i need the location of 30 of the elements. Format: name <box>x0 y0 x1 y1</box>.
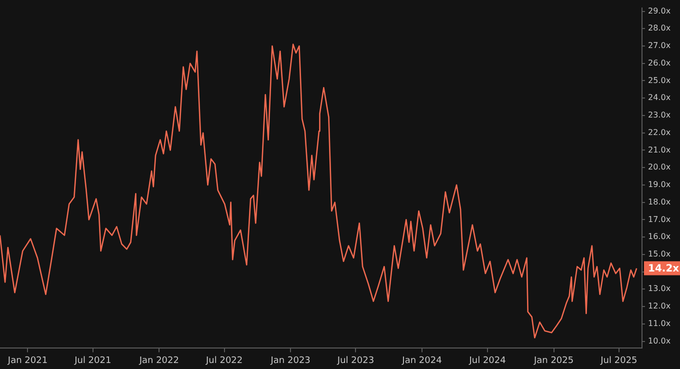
x-tick-label: Jul 2024 <box>468 356 506 366</box>
y-tick-label: 28.0x <box>648 24 671 33</box>
y-tick-label: 19.0x <box>648 180 671 190</box>
x-tick-label: Jan 2023 <box>270 356 310 366</box>
y-tick-label: 18.0x <box>648 197 671 206</box>
x-tick-label: Jul 2021 <box>74 356 112 366</box>
y-tick-label: 13.0x <box>648 284 671 294</box>
annotation: 14.2x <box>648 263 680 274</box>
y-tick-label: 22.0x <box>648 128 671 137</box>
y-tick-label: 24.0x <box>648 93 671 102</box>
x-tick-label: Jul 2025 <box>600 356 638 366</box>
y-tick-label: 26.0x <box>648 58 671 68</box>
y-tick-label: 23.0x <box>648 110 671 120</box>
y-tick-label: 25.0x <box>648 76 671 85</box>
x-tick-label: Jul 2022 <box>205 356 243 366</box>
x-tick-label: Jan 2025 <box>532 356 574 366</box>
y-tick-label: 20.0x <box>648 162 671 172</box>
x-tick-label: Jan 2024 <box>401 356 442 366</box>
x-tick-label: Jan 2022 <box>138 356 179 366</box>
y-tick-label: 16.0x <box>648 232 671 242</box>
x-tick-label: Jul 2023 <box>336 356 374 366</box>
y-tick-label: 11.0x <box>648 318 671 328</box>
y-tick-label: 12.0x <box>648 302 671 311</box>
x-tick-label: Jan 2021 <box>6 356 48 366</box>
y-tick-label: 27.0x <box>648 41 671 50</box>
y-tick-label: 10.0x <box>648 336 671 346</box>
y-tick-label: 29.0x <box>648 6 671 16</box>
y-tick-label: 15.0x <box>648 249 671 258</box>
y-tick-label: 17.0x <box>648 214 671 224</box>
y-tick-label: 21.0x <box>648 145 671 154</box>
